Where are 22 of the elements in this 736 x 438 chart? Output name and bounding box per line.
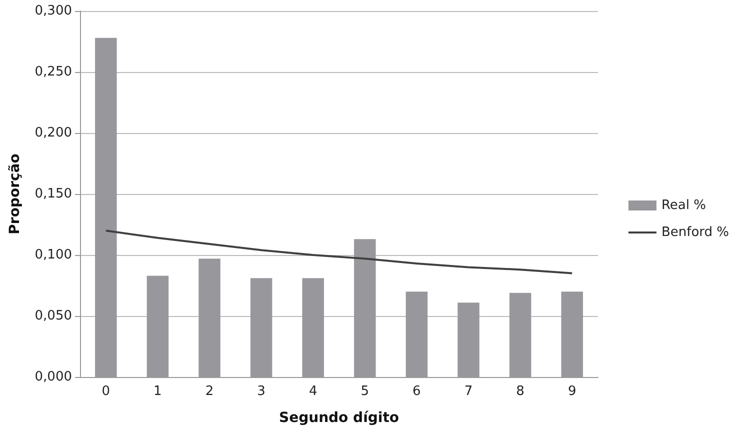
x-tick-label: 3 bbox=[257, 384, 266, 399]
x-tick-label: 2 bbox=[205, 384, 214, 399]
y-tick-label: 0,200 bbox=[34, 126, 72, 140]
x-tick-label: 1 bbox=[154, 384, 162, 399]
legend-label: Benford % bbox=[661, 225, 730, 240]
y-tick-label: 0,000 bbox=[34, 370, 72, 384]
legend-label: Real % bbox=[661, 198, 706, 213]
x-tick-label: 0 bbox=[102, 384, 110, 399]
x-tick-label: 4 bbox=[308, 384, 318, 399]
x-axis-title: Segundo dígito bbox=[279, 410, 400, 426]
x-tick-label: 8 bbox=[516, 384, 524, 399]
x-tick-label: 9 bbox=[568, 384, 576, 399]
x-tick-label: 5 bbox=[360, 384, 370, 399]
line-series bbox=[104, 230, 574, 274]
y-tick-label: 0,300 bbox=[34, 4, 72, 18]
y-tick-label: 0,150 bbox=[34, 186, 72, 202]
y-tick-label: 0,250 bbox=[34, 64, 72, 80]
y-tick-label: 0,100 bbox=[34, 248, 72, 262]
y-axis-title: Proporção bbox=[7, 153, 23, 234]
x-tick-label: 7 bbox=[464, 384, 473, 399]
x-tick-label: 6 bbox=[412, 384, 421, 399]
y-tick-label: 0,050 bbox=[34, 308, 72, 324]
